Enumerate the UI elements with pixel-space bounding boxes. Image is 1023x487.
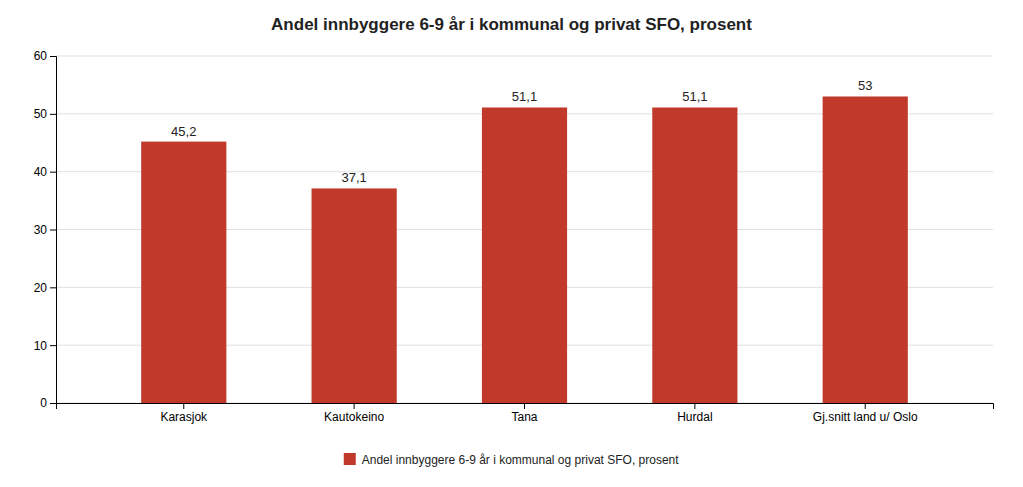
title: Andel innbyggere 6-9 år i kommunal og pr… (271, 15, 752, 34)
y-tick-mark (50, 114, 56, 115)
y-tick-label: 10 (34, 339, 48, 353)
y-tick-mark (50, 172, 56, 173)
y-tick-label: 60 (34, 49, 48, 63)
bar (823, 96, 908, 403)
x-tick: Tana (511, 403, 537, 424)
chart: Andel innbyggere 6-9 år i kommunal og pr… (0, 0, 1023, 487)
y-tick: 20 (34, 281, 56, 295)
y-tick-label: 50 (34, 107, 48, 121)
data-label: 45,2 (171, 124, 196, 139)
y-tick: 40 (34, 165, 56, 179)
legend-item: Andel innbyggere 6-9 år i kommunal og pr… (344, 453, 679, 467)
bar (652, 107, 737, 403)
x-tick-label: Karasjok (160, 410, 208, 424)
plot: 0 10 20 30 40 50 60 Karasjok Kautokeino Tana Hurda… (34, 49, 994, 423)
grid-line (56, 56, 993, 57)
x-tick-mark (524, 403, 525, 409)
y-tick: 60 (34, 49, 56, 63)
y-tick-label: 20 (34, 281, 48, 295)
x-tick-mark (183, 403, 184, 409)
y-tick: 10 (34, 339, 56, 353)
x-tick-label: Gj.snitt land u/ Oslo (813, 410, 918, 424)
y-tick: 50 (34, 107, 56, 121)
bar (312, 188, 397, 403)
bar (482, 107, 567, 403)
data-label: 51,1 (682, 89, 707, 104)
x-tick-label: Tana (511, 410, 537, 424)
y-tick-mark (50, 230, 56, 231)
y-tick: 30 (34, 223, 56, 237)
y-tick: 0 (40, 396, 56, 410)
y-tick-label: 40 (34, 165, 48, 179)
y-tick-label: 30 (34, 223, 48, 237)
x-tick-mark (694, 403, 695, 409)
y-tick-mark (50, 345, 56, 346)
y-tick-label: 0 (40, 396, 47, 410)
x-tick-mark (865, 403, 866, 409)
data-label: 53 (858, 78, 872, 93)
x-tick: Hurdal (677, 403, 712, 424)
data-label: 37,1 (341, 170, 366, 185)
x-tick: Kautokeino (324, 403, 384, 424)
legend-label: Andel innbyggere 6-9 år i kommunal og pr… (362, 453, 679, 467)
data-label: 51,1 (512, 89, 537, 104)
y-axis: 0 10 20 30 40 50 60 (34, 49, 57, 410)
data-labels: 45,2 37,1 51,1 51,1 53 (171, 78, 872, 185)
x-tick: Karasjok (160, 403, 208, 424)
y-tick-mark (50, 403, 56, 404)
bars (141, 96, 908, 403)
x-tick-mark (354, 403, 355, 409)
x-tick-label: Hurdal (677, 410, 712, 424)
legend: Andel innbyggere 6-9 år i kommunal og pr… (344, 453, 679, 467)
x-axis-line (57, 404, 994, 410)
legend-swatch (344, 453, 356, 465)
x-tick: Gj.snitt land u/ Oslo (813, 403, 918, 424)
x-axis: Karasjok Kautokeino Tana Hurdal Gj.snitt lan… (57, 403, 994, 424)
y-tick-mark (50, 56, 56, 57)
bar (141, 142, 226, 403)
y-axis-line (50, 57, 57, 404)
y-tick-mark (50, 287, 56, 288)
grid (56, 56, 993, 403)
x-tick-label: Kautokeino (324, 410, 384, 424)
